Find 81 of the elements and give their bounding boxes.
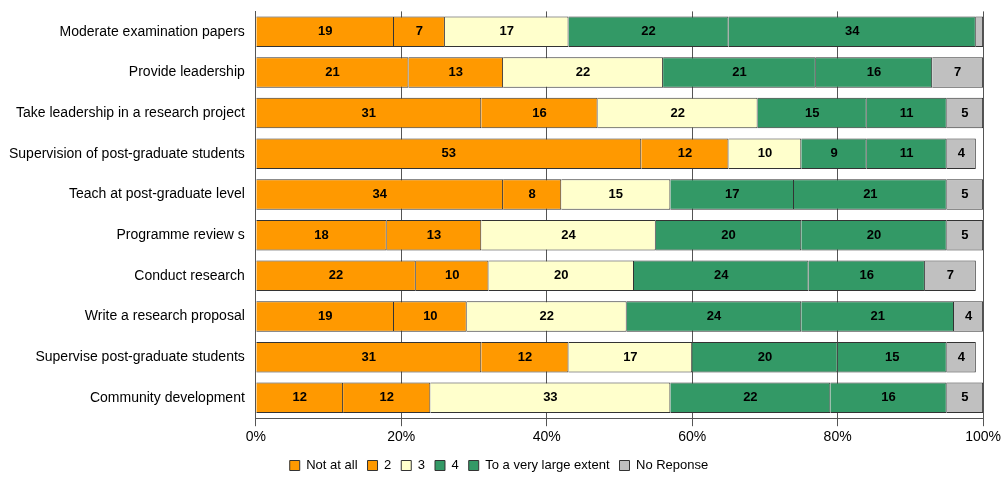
data-label: 24: [714, 267, 730, 283]
data-label: 7: [954, 64, 962, 79]
y-tick-label: Conduct research: [134, 266, 245, 283]
data-label: 22: [575, 64, 591, 79]
data-label: 17: [623, 348, 638, 364]
data-label: 4: [964, 308, 973, 324]
data-label: 16: [859, 267, 874, 283]
y-tick-label: Supervision of post-graduate students: [9, 144, 245, 161]
data-label: 15: [608, 186, 624, 202]
data-label: 31: [361, 104, 377, 120]
data-label: 17: [724, 186, 740, 202]
data-label: 12: [517, 348, 533, 364]
x-tick-label: 20%: [387, 428, 416, 445]
data-label: 5: [961, 186, 969, 202]
y-tick-label: Moderate examination papers: [59, 22, 245, 39]
data-label: 22: [328, 267, 344, 283]
legend-label: 2: [384, 457, 392, 473]
data-label: 12: [677, 145, 693, 161]
data-label: 22: [641, 23, 656, 39]
data-label: 11: [899, 104, 914, 120]
data-label: 11: [899, 145, 914, 161]
y-tick-label: Provide leadership: [128, 63, 246, 80]
x-tick-label: 100%: [965, 428, 1001, 445]
y-tick-label: Teach at post-graduate level: [68, 185, 245, 202]
data-label: 21: [863, 186, 878, 202]
data-label: 24: [706, 308, 722, 324]
data-label: 7: [415, 23, 424, 39]
data-label: 7: [946, 267, 954, 283]
data-label: 12: [379, 389, 394, 405]
data-label: 20: [866, 226, 882, 242]
data-label: 17: [499, 23, 514, 39]
data-label: 18: [314, 226, 329, 242]
data-label: 9: [830, 145, 838, 161]
data-label: 10: [757, 145, 773, 161]
y-tick-label: Take leadership in a research project: [16, 103, 245, 120]
y-tick-label: Write a research proposal: [84, 307, 245, 324]
x-tick-label: 0%: [245, 428, 266, 445]
data-label: 16: [866, 64, 882, 79]
legend-label: To a very large extent: [485, 457, 610, 473]
data-label: 16: [881, 389, 896, 405]
y-tick-label: Community development: [89, 388, 245, 405]
y-tick-label: Supervise post-graduate students: [35, 348, 245, 365]
data-label: 15: [884, 348, 900, 364]
data-label: 5: [961, 226, 969, 242]
data-label: 16: [532, 104, 547, 120]
data-label: 12: [292, 389, 307, 405]
data-label: 13: [426, 226, 442, 242]
data-label: 10: [423, 308, 438, 324]
legend-label: 4: [451, 457, 459, 473]
x-tick-label: 80%: [823, 428, 852, 445]
legend-label: Not at all: [306, 457, 358, 473]
data-label: 22: [670, 104, 685, 120]
data-label: 21: [732, 64, 747, 79]
data-label: 10: [444, 267, 460, 283]
legend-label: 3: [417, 457, 425, 473]
y-tick-label: Programme review s: [116, 226, 245, 242]
data-label: 24: [561, 226, 577, 242]
data-label: 22: [539, 308, 554, 324]
data-label: 5: [961, 389, 969, 405]
data-label: 5: [961, 104, 969, 120]
data-label: 20: [721, 226, 736, 242]
data-label: 34: [372, 186, 388, 202]
legend-label: No Reponse: [636, 457, 709, 473]
data-label: 4: [957, 348, 966, 364]
x-tick-label: 40%: [532, 428, 561, 445]
data-label: 15: [804, 104, 820, 120]
data-label: 19: [317, 23, 333, 39]
data-label: 31: [361, 348, 377, 364]
data-label: 22: [743, 389, 758, 405]
data-label: 20: [554, 267, 569, 283]
x-tick-label: 60%: [678, 428, 707, 445]
data-label: 21: [870, 308, 885, 324]
data-label: 34: [844, 23, 861, 39]
data-label: 21: [325, 64, 340, 79]
data-label: 33: [543, 389, 558, 405]
data-label: 53: [441, 145, 457, 161]
data-label: 4: [957, 145, 966, 161]
data-label: 8: [528, 186, 536, 202]
data-label: 13: [448, 64, 464, 79]
data-label: 19: [317, 308, 333, 324]
data-label: 20: [757, 348, 773, 364]
